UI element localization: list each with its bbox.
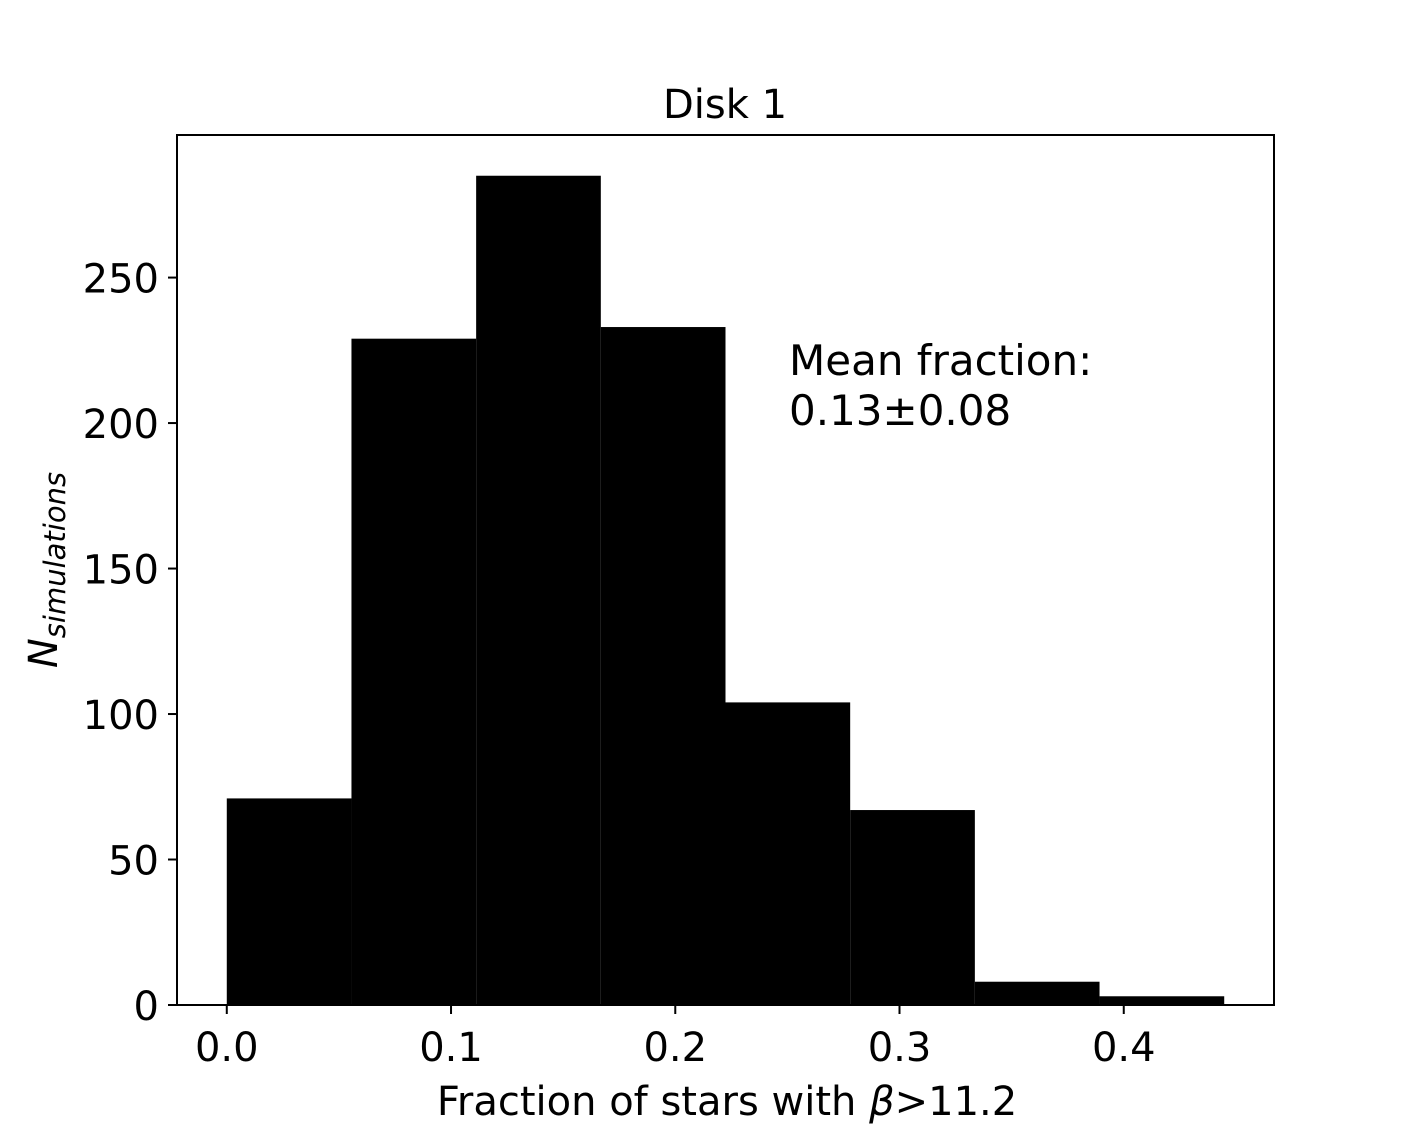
y-tick-label: 200 — [83, 402, 159, 448]
y-tick-label: 0 — [134, 984, 159, 1030]
histogram-bar — [226, 798, 352, 1005]
y-tick-label: 150 — [83, 548, 159, 594]
x-tick-label: 0.1 — [419, 1025, 483, 1071]
histogram-bars — [226, 175, 1225, 1005]
y-axis-ticks: 0 50 100 150 200 250 — [83, 257, 177, 1030]
y-tick-label: 50 — [108, 839, 159, 885]
histogram-bar — [974, 981, 1100, 1005]
histogram-bar — [600, 327, 726, 1005]
x-tick-label: 0.2 — [643, 1025, 707, 1071]
y-axis-label: Nsimulations — [21, 472, 72, 668]
histogram-bar — [476, 175, 601, 1005]
mean-fraction-annotation: Mean fraction: 0.13±0.08 — [789, 336, 1092, 435]
x-axis-ticks: 0.0 0.1 0.2 0.3 0.4 — [195, 1005, 1156, 1071]
plot-frame — [176, 134, 1275, 1006]
histogram-bar — [850, 810, 975, 1005]
histogram-bar — [1099, 996, 1225, 1005]
chart-title: Disk 1 — [663, 82, 787, 128]
y-tick-label: 250 — [83, 257, 159, 303]
y-tick-label: 100 — [83, 693, 159, 739]
x-tick-label: 0.4 — [1092, 1025, 1156, 1071]
histogram-bar — [351, 338, 477, 1005]
histogram-bar — [725, 702, 851, 1005]
x-tick-label: 0.3 — [868, 1025, 932, 1071]
x-axis-label: Fraction of stars with β>11.2 — [437, 1079, 1017, 1125]
x-tick-label: 0.0 — [195, 1025, 259, 1071]
